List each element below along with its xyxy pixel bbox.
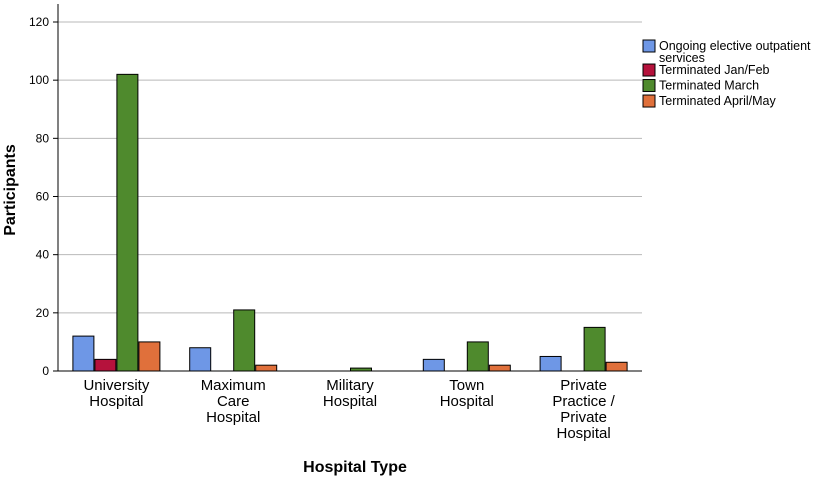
legend-swatch: [642, 39, 656, 53]
x-category-label: Care: [217, 393, 250, 410]
x-axis-title: Hospital Type: [303, 459, 407, 476]
x-category-label: Hospital: [206, 409, 260, 426]
legend-swatch: [642, 94, 656, 108]
x-category-label: Hospital: [556, 425, 610, 442]
bars: [72, 73, 628, 372]
legend: Ongoing elective outpatientservicesTermi…: [642, 39, 811, 108]
y-axis-title: Participants: [2, 144, 19, 236]
y-tick-label: 0: [42, 364, 49, 378]
bar: [422, 358, 445, 372]
x-category-label: Town: [449, 377, 484, 394]
bar: [488, 364, 511, 372]
bar: [94, 358, 117, 372]
legend-swatch: [642, 79, 656, 93]
x-category-label: Private: [560, 377, 607, 394]
bar: [233, 309, 256, 372]
bar: [116, 73, 139, 372]
x-category-label: University: [83, 377, 149, 394]
y-tick-label: 80: [36, 131, 50, 145]
bar: [605, 361, 628, 372]
legend-label: services: [659, 51, 705, 65]
legend-swatch: [642, 63, 656, 77]
y-tick-label: 100: [29, 73, 49, 87]
gridlines: [58, 21, 642, 314]
y-tick-label: 120: [29, 15, 49, 29]
bar: [255, 364, 278, 372]
bar: [72, 335, 95, 372]
bar: [138, 341, 161, 372]
x-category-label: Maximum: [201, 377, 266, 394]
bar: [583, 326, 606, 372]
bar: [539, 355, 562, 372]
tick-labels: 0 20 40 60 80 100 120: [29, 15, 49, 378]
x-category-label: Hospital: [323, 393, 377, 410]
x-category-label: Private: [560, 409, 607, 426]
y-tick-label: 20: [36, 306, 50, 320]
legend-label: Terminated March: [659, 79, 759, 93]
x-category-label: Practice /: [552, 393, 615, 410]
legend-label: Ongoing elective outpatient: [659, 39, 811, 53]
x-category-label: Hospital: [440, 393, 494, 410]
legend-label: Terminated Jan/Feb: [659, 63, 770, 77]
bar: [466, 341, 489, 372]
x-category-label: Hospital: [89, 393, 143, 410]
bar: [189, 347, 212, 372]
x-category-label: Military: [326, 377, 374, 394]
y-tick-label: 40: [36, 248, 50, 262]
legend-label: Terminated April/May: [659, 94, 776, 108]
y-tick-label: 60: [36, 190, 50, 204]
category-labels: UniversityHospitalMaximumCareHospitalMil…: [83, 377, 615, 442]
axes: [53, 4, 642, 372]
